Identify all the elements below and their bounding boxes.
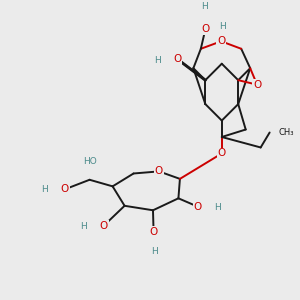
Text: O: O	[155, 167, 163, 176]
Text: O: O	[218, 148, 226, 158]
Text: CH₃: CH₃	[278, 128, 293, 137]
Text: O: O	[100, 221, 108, 231]
Text: H: H	[80, 222, 87, 231]
Text: H: H	[214, 203, 221, 212]
Text: H: H	[219, 22, 226, 32]
Text: O: O	[253, 80, 261, 90]
Text: O: O	[217, 36, 225, 46]
Text: O: O	[194, 202, 202, 212]
Text: H: H	[154, 56, 161, 65]
Text: H: H	[151, 247, 158, 256]
Text: O: O	[201, 24, 209, 34]
Text: HO: HO	[83, 157, 97, 166]
Text: O: O	[61, 184, 69, 194]
Text: O: O	[149, 227, 158, 237]
Text: O: O	[173, 54, 181, 64]
Text: H: H	[201, 2, 208, 11]
Text: H: H	[41, 185, 47, 194]
